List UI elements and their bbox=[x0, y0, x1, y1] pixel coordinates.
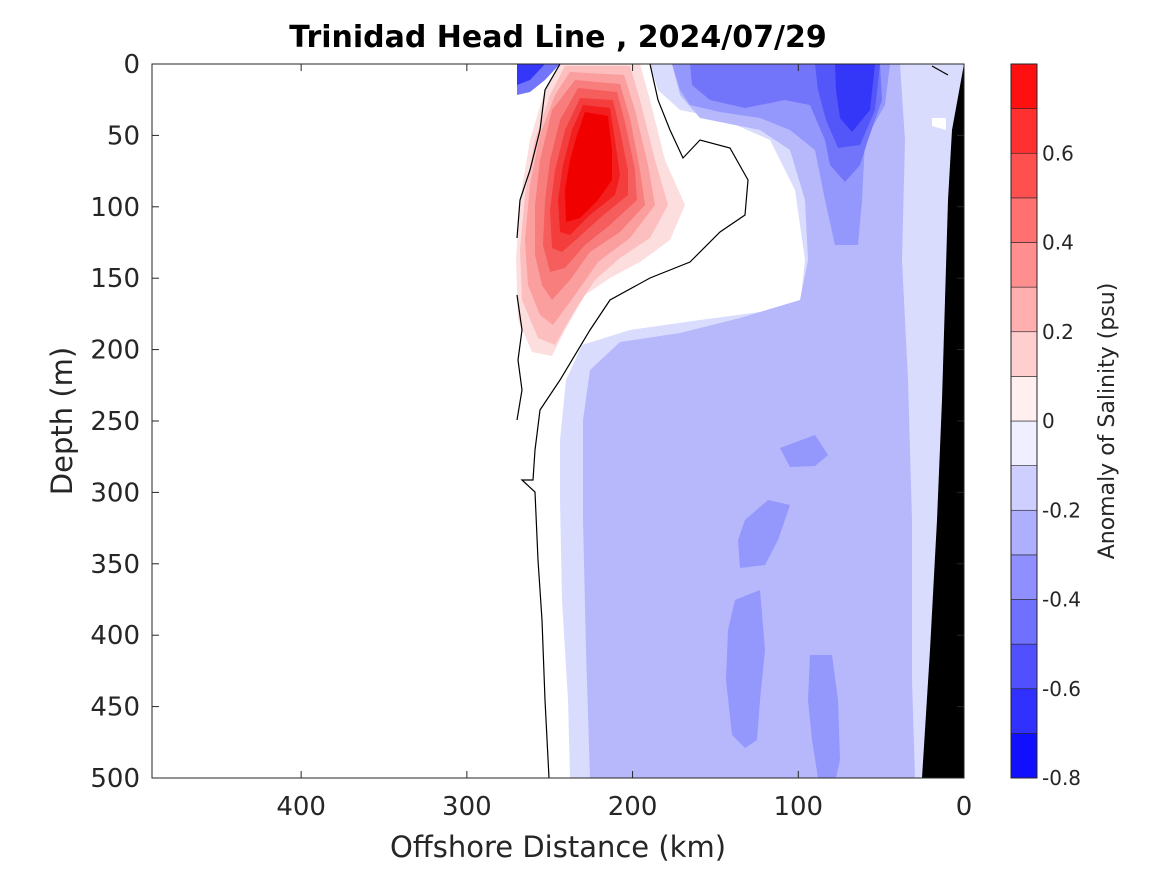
x-tick-label: 0 bbox=[956, 792, 973, 822]
contour-fill-minus-0-6 bbox=[835, 64, 875, 132]
colorbar-swatch bbox=[1010, 599, 1038, 645]
colorbar-swatch bbox=[1010, 197, 1038, 243]
colorbar-tick-label: 0.6 bbox=[1042, 141, 1074, 165]
y-tick-label: 0 bbox=[123, 50, 140, 80]
y-tick-label: 200 bbox=[90, 336, 140, 366]
x-tick-label: 100 bbox=[773, 792, 823, 822]
y-axis-label: Depth (m) bbox=[45, 347, 79, 495]
x-tick-label: 200 bbox=[608, 792, 658, 822]
y-tick-label: 450 bbox=[90, 693, 140, 723]
zero-contour-coast bbox=[931, 65, 949, 76]
y-tick-label: 100 bbox=[90, 193, 140, 223]
contour-fill-minus-0-3-deep-d bbox=[780, 435, 828, 467]
contour-fill-plus-0-8 bbox=[565, 112, 612, 222]
nearshore-white-pocket bbox=[932, 118, 946, 130]
zero-contour-left-fragment bbox=[516, 294, 523, 421]
colorbar-swatch bbox=[1010, 331, 1038, 377]
chart-title: Trinidad Head Line , 2024/07/29 bbox=[289, 20, 826, 55]
x-axis-label: Offshore Distance (km) bbox=[390, 830, 726, 864]
zero-contour-main bbox=[520, 64, 749, 778]
colorbar-tick-label: -0.8 bbox=[1042, 766, 1081, 790]
colorbar-swatch bbox=[1010, 554, 1038, 600]
contour-fill-minus-0-2 bbox=[583, 64, 915, 778]
y-axis: 0 50 100 150 200 250 300 350 400 450 500 bbox=[90, 50, 964, 794]
colorbar-swatch bbox=[1010, 242, 1038, 288]
y-tick-label: 500 bbox=[90, 764, 140, 794]
colorbar-tick-label: 0.4 bbox=[1042, 231, 1074, 255]
zero-contour-offshore bbox=[516, 64, 561, 239]
colorbar-swatch bbox=[1010, 465, 1038, 511]
bottom-topography-mask bbox=[922, 64, 964, 778]
colorbar-swatch bbox=[1010, 733, 1038, 779]
y-tick-label: 350 bbox=[90, 550, 140, 580]
y-tick-label: 250 bbox=[90, 407, 140, 437]
colorbar-swatch bbox=[1010, 509, 1038, 556]
colorbar-swatch bbox=[1010, 286, 1038, 333]
x-axis: 400 300 200 100 0 bbox=[276, 64, 972, 822]
colorbar-swatch bbox=[1010, 152, 1038, 199]
colorbar-swatch bbox=[1010, 108, 1038, 154]
contour-fill-minus-0-3-deep-b bbox=[808, 655, 840, 778]
y-tick-label: 300 bbox=[90, 478, 140, 508]
colorbar-tick-label: 0 bbox=[1042, 409, 1055, 433]
y-tick-label: 150 bbox=[90, 264, 140, 294]
colorbar-tick-label: -0.2 bbox=[1042, 498, 1081, 522]
colorbar: -0.8 -0.6 -0.4 -0.2 0 0.2 0.4 0.6 bbox=[1010, 63, 1081, 790]
y-tick-label: 400 bbox=[90, 621, 140, 651]
contour-field bbox=[516, 64, 964, 778]
colorbar-tick-label: -0.4 bbox=[1042, 588, 1081, 612]
colorbar-swatch bbox=[1010, 420, 1038, 466]
colorbar-tick-label: -0.6 bbox=[1042, 677, 1081, 701]
colorbar-tick-label: 0.2 bbox=[1042, 320, 1074, 344]
colorbar-frame bbox=[1010, 63, 1038, 779]
colorbar-swatch bbox=[1010, 688, 1038, 734]
colorbar-swatch bbox=[1010, 376, 1038, 422]
y-tick-label: 50 bbox=[107, 121, 140, 151]
contour-fill-minus-0-3-deep-c bbox=[738, 500, 790, 568]
colorbar-swatch bbox=[1010, 63, 1038, 109]
contour-fill-edge-negative-core bbox=[517, 64, 545, 85]
colorbar-swatch bbox=[1010, 643, 1038, 690]
colorbar-label: Anomaly of Salinity (psu) bbox=[1095, 283, 1120, 560]
contour-fill-minus-0-3-deep-a bbox=[726, 590, 765, 748]
x-tick-label: 300 bbox=[442, 792, 492, 822]
x-tick-label: 400 bbox=[276, 792, 326, 822]
